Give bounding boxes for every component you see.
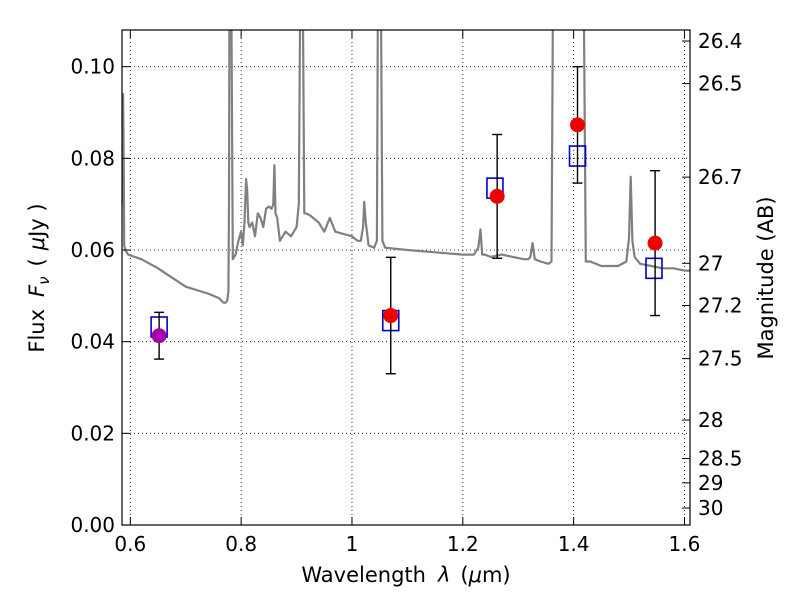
y-tick-label: 0.06	[70, 238, 115, 262]
right-axis-label: Magnitude (AB)	[754, 196, 778, 359]
right-tick-label: 28.5	[698, 447, 743, 471]
x-tick-label: 1.2	[447, 532, 479, 556]
right-tick-label: 27.2	[698, 293, 743, 317]
x-axis-label: Wavelength λ (μm)	[301, 563, 510, 587]
observed-photometry-point	[489, 188, 505, 204]
observed-photometry-point	[383, 308, 399, 324]
right-tick-label: 27	[698, 251, 723, 275]
x-tick-label: 1.4	[558, 532, 590, 556]
right-tick-label: 29	[698, 471, 723, 495]
model-spectrum-line	[122, 30, 690, 304]
x-tick-label: 0.6	[114, 532, 146, 556]
right-tick-label: 30	[698, 496, 723, 520]
x-tick-label: 1.6	[669, 532, 701, 556]
axis-ticks: 0.6 0.8 1 1.2 1.4 1.6 0.00 0.02 0.04 0.06 0.08 0.10…	[70, 29, 742, 556]
right-tick-label: 27.5	[698, 347, 743, 371]
right-tick-label: 26.4	[698, 29, 743, 53]
observed-photometry-point	[647, 235, 663, 251]
grid	[122, 30, 690, 526]
right-tick-label: 26.7	[698, 165, 743, 189]
plot-frame	[121, 29, 691, 526]
y-tick-label: 0.04	[70, 330, 115, 354]
y-tick-label: 0.02	[70, 421, 115, 445]
y-axis-label: FluxFν(μJy )	[25, 203, 53, 352]
model-photometry-square	[645, 257, 663, 280]
x-tick-label: 1	[346, 532, 359, 556]
right-tick-label: 28	[698, 408, 723, 432]
right-tick-label: 26.5	[698, 72, 743, 96]
x-tick-label: 0.8	[225, 532, 257, 556]
y-tick-label: 0.10	[70, 55, 115, 79]
observed-photometry-point	[570, 117, 586, 133]
y-tick-label: 0.08	[70, 146, 115, 170]
y-tick-label: 0.00	[70, 513, 115, 537]
observed-photometry-point	[151, 328, 167, 344]
data-marks	[150, 65, 663, 375]
